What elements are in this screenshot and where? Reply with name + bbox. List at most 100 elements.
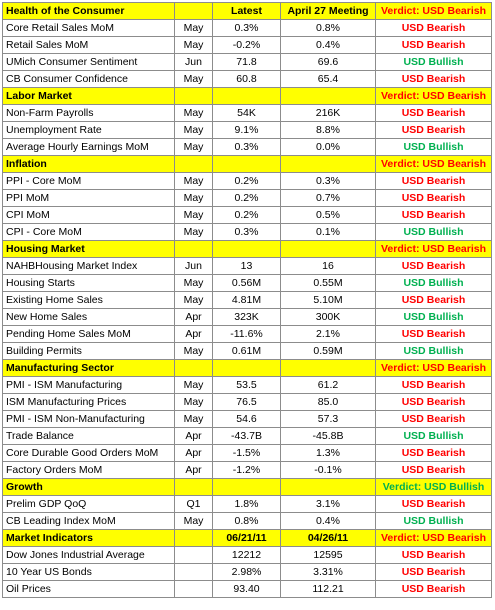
indicator-signal: USD Bullish	[375, 53, 492, 71]
indicator-signal: USD Bullish	[375, 138, 492, 156]
indicator-month: May	[174, 104, 213, 122]
section-verdict: Verdict: USD Bearish	[375, 87, 492, 105]
indicator-month: May	[174, 206, 213, 224]
indicator-latest-value: 323K	[212, 308, 281, 326]
indicator-month: May	[174, 36, 213, 54]
indicator-prior-value: 3.31%	[280, 563, 376, 581]
table-row: New Home Sales Apr 323K 300K USD Bullish	[2, 308, 492, 326]
section-title: Manufacturing Sector	[2, 359, 175, 377]
section-month-cell	[174, 240, 213, 258]
indicator-latest-value: 0.2%	[212, 172, 281, 190]
column-header-date-latest: 06/21/11	[212, 529, 281, 547]
indicator-latest-value: 0.3%	[212, 19, 281, 37]
indicator-name: Unemployment Rate	[2, 121, 175, 139]
section-month-cell	[174, 87, 213, 105]
indicator-prior-value: 300K	[280, 308, 376, 326]
section-verdict: Verdict: USD Bullish	[375, 478, 492, 496]
indicator-prior-value: 0.0%	[280, 138, 376, 156]
indicator-name: PMI - ISM Non-Manufacturing	[2, 410, 175, 428]
indicator-latest-value: 54K	[212, 104, 281, 122]
section-verdict: Verdict: USD Bearish	[375, 2, 492, 20]
indicator-signal: USD Bearish	[375, 325, 492, 343]
column-header-meeting: April 27 Meeting	[280, 2, 376, 20]
table-row: Factory Orders MoM Apr -1.2% -0.1% USD Beari…	[2, 461, 492, 479]
section-verdict: Verdict: USD Bearish	[375, 240, 492, 258]
indicator-name: PPI MoM	[2, 189, 175, 207]
indicator-name: Average Hourly Earnings MoM	[2, 138, 175, 156]
section-header-row: Inflation Verdict: USD Bearish	[2, 155, 492, 173]
indicator-name: Core Retail Sales MoM	[2, 19, 175, 37]
indicator-name: PPI - Core MoM	[2, 172, 175, 190]
table-row: Unemployment Rate May 9.1% 8.8% USD Bearish	[2, 121, 492, 139]
indicator-name: Retail Sales MoM	[2, 36, 175, 54]
indicator-prior-value: 12595	[280, 546, 376, 564]
indicator-month: Apr	[174, 461, 213, 479]
indicator-month: May	[174, 376, 213, 394]
indicator-name: Core Durable Good Orders MoM	[2, 444, 175, 462]
indicator-month: May	[174, 138, 213, 156]
indicator-name: CB Consumer Confidence	[2, 70, 175, 88]
section-empty-cell	[280, 155, 376, 173]
indicator-prior-value: -45.8B	[280, 427, 376, 445]
table-row: Trade Balance Apr -43.7B -45.8B USD Bullish	[2, 427, 492, 445]
column-header-latest: Latest	[212, 2, 281, 20]
indicator-prior-value: 0.8%	[280, 19, 376, 37]
section-title: Growth	[2, 478, 175, 496]
indicator-month: Apr	[174, 308, 213, 326]
indicator-signal: USD Bearish	[375, 376, 492, 394]
indicator-latest-value: 4.81M	[212, 291, 281, 309]
indicator-month: May	[174, 410, 213, 428]
indicator-prior-value: 0.7%	[280, 189, 376, 207]
indicator-prior-value: 0.5%	[280, 206, 376, 224]
section-header-row: Market Indicators 06/21/11 04/26/11 Verdict…	[2, 529, 492, 547]
table-row: Average Hourly Earnings MoM May 0.3% 0.0% US…	[2, 138, 492, 156]
indicator-name: Pending Home Sales MoM	[2, 325, 175, 343]
indicator-latest-value: -1.5%	[212, 444, 281, 462]
section-header-row: Growth Verdict: USD Bullish	[2, 478, 492, 496]
indicator-name: CPI MoM	[2, 206, 175, 224]
table-row: Pending Home Sales MoM Apr -11.6% 2.1% USD B…	[2, 325, 492, 343]
indicator-prior-value: 3.1%	[280, 495, 376, 513]
indicator-signal: USD Bearish	[375, 410, 492, 428]
table-row: PMI - ISM Manufacturing May 53.5 61.2 USD Be…	[2, 376, 492, 394]
indicator-month	[174, 546, 213, 564]
table-row: UMich Consumer Sentiment Jun 71.8 69.6 USD B…	[2, 53, 492, 71]
indicator-name: Trade Balance	[2, 427, 175, 445]
indicator-prior-value: 65.4	[280, 70, 376, 88]
indicator-name: Building Permits	[2, 342, 175, 360]
indicator-prior-value: 61.2	[280, 376, 376, 394]
section-month-cell	[174, 529, 213, 547]
section-header-row: Health of the Consumer Latest April 27 Mee…	[2, 2, 492, 20]
indicator-signal: USD Bearish	[375, 546, 492, 564]
section-month-cell	[174, 478, 213, 496]
section-empty-cell	[212, 478, 281, 496]
section-empty-cell	[212, 240, 281, 258]
table-row: Prelim GDP QoQ Q1 1.8% 3.1% USD Bearish	[2, 495, 492, 513]
indicator-signal: USD Bullish	[375, 274, 492, 292]
indicator-latest-value: 0.3%	[212, 223, 281, 241]
indicator-signal: USD Bearish	[375, 563, 492, 581]
indicator-prior-value: 8.8%	[280, 121, 376, 139]
section-header-row: Labor Market Verdict: USD Bearish	[2, 87, 492, 105]
indicator-signal: USD Bearish	[375, 36, 492, 54]
indicator-table-wrapper: Health of the Consumer Latest April 27 Mee…	[2, 2, 492, 598]
indicator-month: May	[174, 19, 213, 37]
indicator-prior-value: 69.6	[280, 53, 376, 71]
indicator-name: ISM Manufacturing Prices	[2, 393, 175, 411]
section-title: Market Indicators	[2, 529, 175, 547]
indicator-latest-value: 0.61M	[212, 342, 281, 360]
indicator-month: May	[174, 189, 213, 207]
indicator-latest-value: 0.8%	[212, 512, 281, 530]
indicator-month: Apr	[174, 427, 213, 445]
indicator-signal: USD Bullish	[375, 308, 492, 326]
indicator-prior-value: 112.21	[280, 580, 376, 598]
indicator-signal: USD Bearish	[375, 104, 492, 122]
indicator-prior-value: 16	[280, 257, 376, 275]
column-header-date-prior: 04/26/11	[280, 529, 376, 547]
indicator-name: CPI - Core MoM	[2, 223, 175, 241]
table-row: CPI - Core MoM May 0.3% 0.1% USD Bullish	[2, 223, 492, 241]
indicator-month: May	[174, 70, 213, 88]
indicator-signal: USD Bullish	[375, 342, 492, 360]
indicator-latest-value: 93.40	[212, 580, 281, 598]
indicator-name: Factory Orders MoM	[2, 461, 175, 479]
